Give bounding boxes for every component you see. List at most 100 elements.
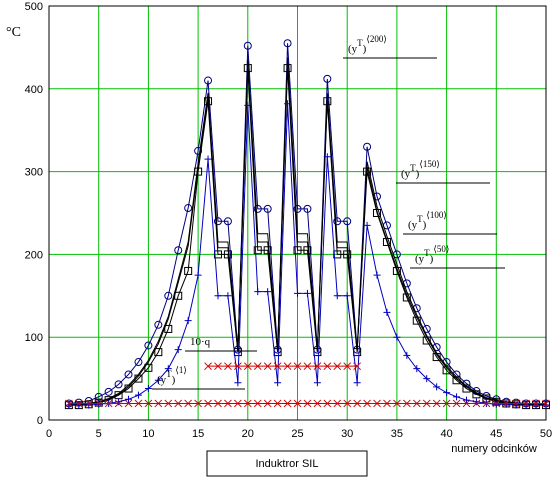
marker — [154, 376, 162, 384]
marker — [204, 155, 212, 163]
marker — [502, 399, 511, 408]
marker — [204, 76, 213, 85]
marker — [303, 204, 312, 213]
marker — [214, 362, 222, 371]
label-sup: T — [410, 163, 416, 173]
marker — [164, 291, 173, 300]
marker — [343, 292, 351, 300]
x-tick-label: 25 — [291, 428, 303, 440]
marker — [343, 362, 352, 371]
marker — [353, 362, 361, 371]
marker — [323, 153, 331, 161]
marker — [174, 246, 183, 255]
marker — [303, 362, 312, 371]
marker — [393, 333, 401, 341]
marker — [174, 399, 183, 408]
label-base: (y — [401, 168, 411, 180]
marker — [283, 399, 292, 408]
marker — [94, 392, 103, 401]
label-index: ⟨1⟩ — [175, 365, 187, 375]
marker — [452, 399, 461, 408]
x-tick-label: 35 — [391, 428, 403, 440]
series-label: 10·q — [190, 336, 211, 348]
marker — [243, 399, 252, 408]
marker — [343, 399, 352, 408]
marker — [144, 385, 152, 393]
label-paren: ) — [172, 374, 176, 386]
label-base: (y — [408, 219, 418, 231]
label-base: (y — [348, 43, 358, 55]
marker — [313, 399, 322, 408]
marker — [224, 399, 232, 408]
marker — [333, 399, 342, 408]
label-paren: ) — [423, 219, 427, 231]
marker — [353, 399, 361, 408]
label-index: ⟨100⟩ — [426, 210, 447, 220]
marker — [154, 348, 163, 357]
marker — [114, 380, 123, 389]
marker — [164, 399, 173, 408]
marker — [353, 379, 361, 387]
y-tick-label: 300 — [25, 167, 43, 179]
marker — [443, 389, 451, 397]
plot-frame — [48, 5, 547, 421]
marker — [323, 399, 332, 408]
series-line — [68, 57, 546, 405]
marker — [194, 271, 202, 279]
marker — [492, 399, 501, 408]
marker — [532, 399, 540, 408]
marker — [184, 399, 193, 408]
marker — [432, 399, 441, 408]
marker — [95, 400, 103, 408]
marker — [383, 399, 391, 408]
marker — [412, 304, 421, 313]
marker — [144, 341, 153, 350]
marker — [243, 41, 252, 50]
marker — [303, 289, 311, 297]
marker — [223, 217, 232, 226]
marker — [243, 362, 252, 371]
marker — [542, 399, 550, 408]
marker — [184, 317, 192, 325]
marker — [284, 100, 292, 108]
marker — [413, 365, 421, 373]
marker — [115, 398, 123, 406]
marker — [244, 101, 252, 109]
marker — [144, 399, 153, 408]
marker — [124, 399, 133, 408]
marker — [333, 292, 341, 300]
marker — [263, 362, 272, 371]
marker — [343, 217, 352, 226]
marker — [134, 391, 142, 399]
y-unit: °C — [6, 25, 21, 40]
marker — [253, 246, 262, 255]
marker — [213, 217, 222, 226]
marker — [234, 362, 242, 371]
marker — [283, 362, 292, 371]
marker — [154, 399, 163, 408]
marker — [104, 387, 113, 396]
marker — [363, 221, 371, 229]
marker — [402, 399, 411, 408]
marker — [313, 362, 322, 371]
marker — [462, 399, 471, 408]
label-sup: T — [357, 38, 363, 48]
x-tick-label: 50 — [540, 428, 552, 440]
y-tick-label: 400 — [25, 84, 43, 96]
marker — [512, 399, 521, 408]
marker — [363, 399, 371, 408]
marker — [293, 204, 302, 213]
marker — [393, 399, 401, 408]
series-line — [68, 68, 546, 406]
marker — [214, 399, 222, 408]
x-tick-label: 5 — [96, 428, 102, 440]
marker — [214, 292, 222, 300]
marker — [482, 399, 491, 408]
marker — [472, 399, 481, 408]
marker — [125, 395, 133, 403]
marker — [313, 379, 321, 387]
marker — [264, 288, 272, 296]
marker — [373, 399, 381, 408]
marker — [422, 399, 431, 408]
